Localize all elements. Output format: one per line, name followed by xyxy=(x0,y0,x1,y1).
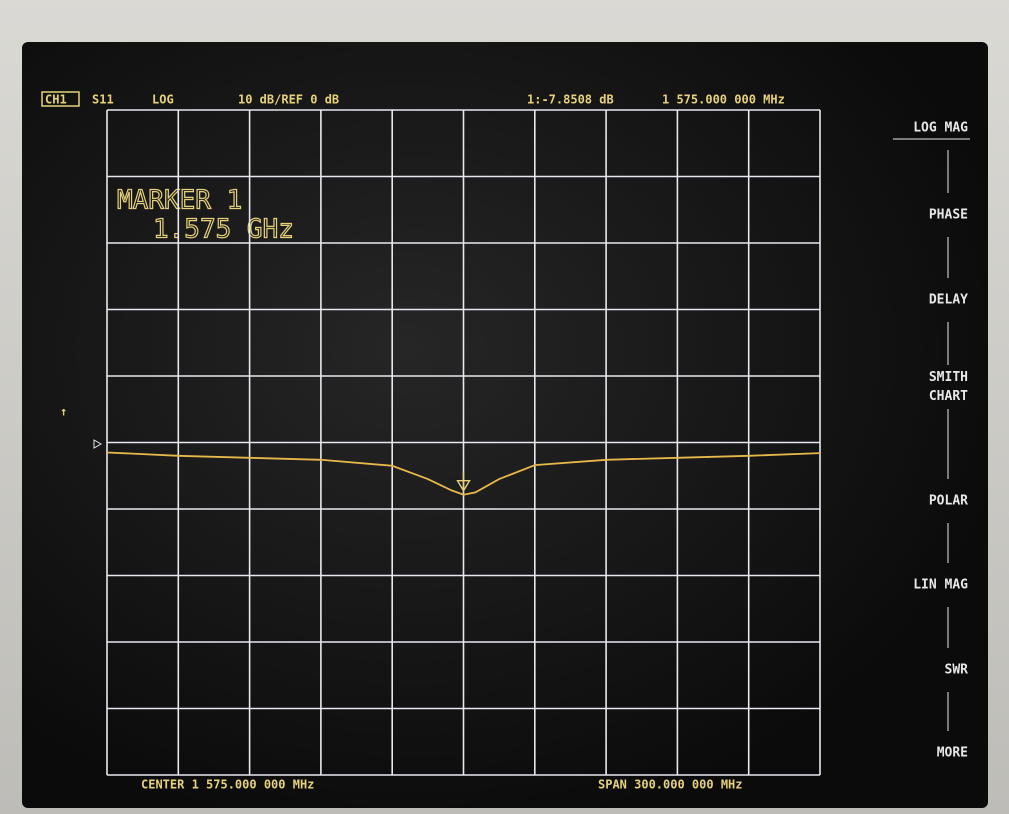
format: LOG xyxy=(152,93,174,107)
softkey[interactable]: SWR xyxy=(944,662,968,678)
center-frequency: CENTER 1 575.000 000 MHz xyxy=(141,778,314,792)
trace xyxy=(106,451,821,496)
softkey[interactable]: DELAY xyxy=(928,292,968,308)
softkey[interactable]: SMITH CHART xyxy=(928,370,968,404)
screen xyxy=(22,42,988,808)
parameter: S11 xyxy=(92,93,114,107)
marker-title: MARKER 1 xyxy=(117,186,242,216)
scale: 10 dB/REF 0 dB xyxy=(238,93,339,107)
softkey[interactable]: POLAR xyxy=(928,493,968,509)
marker-readout: 1:-7.8508 dB xyxy=(527,93,614,107)
softkey[interactable]: PHASE xyxy=(928,207,968,223)
marker-value: 1.575 GHz xyxy=(153,215,294,245)
softkey[interactable]: LOG MAG xyxy=(913,120,968,136)
scale-arrow: ↑ xyxy=(60,405,67,419)
reference-marker xyxy=(93,439,103,449)
channel-box xyxy=(41,91,80,107)
marker-frequency: 1 575.000 000 MHz xyxy=(662,93,785,107)
softkey[interactable]: MORE xyxy=(936,745,968,761)
channel: CH1 xyxy=(45,93,67,107)
softkey[interactable]: LIN MAG xyxy=(913,577,968,593)
span: SPAN 300.000 000 MHz xyxy=(598,778,743,792)
marker xyxy=(456,472,471,493)
